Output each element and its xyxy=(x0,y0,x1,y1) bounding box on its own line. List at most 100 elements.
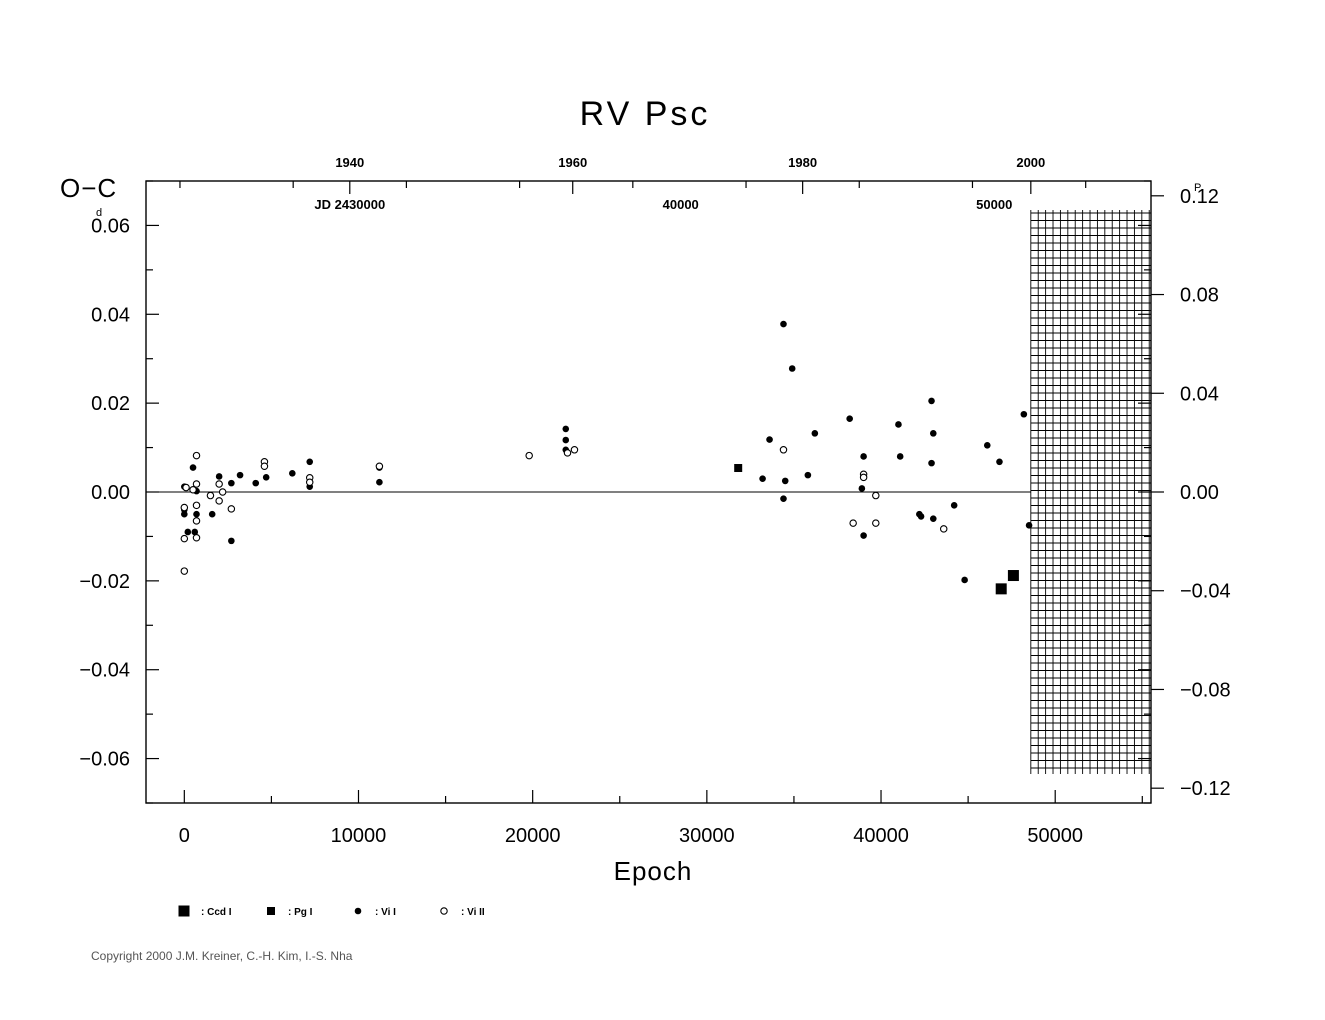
data-point xyxy=(192,534,201,542)
legend-label: : Pg I xyxy=(288,907,313,918)
y-tick-label: 0.00 xyxy=(91,482,130,504)
x-tick-label: 20000 xyxy=(505,825,561,847)
data-point xyxy=(306,458,314,466)
data-point xyxy=(939,525,948,533)
right-axis-unit: P xyxy=(1194,182,1201,194)
data-point xyxy=(570,446,579,454)
data-point xyxy=(562,425,570,433)
data-point xyxy=(289,470,296,477)
legend-label: : Ccd I xyxy=(201,907,232,918)
data-point xyxy=(983,442,991,449)
x-tick-label: 50000 xyxy=(1027,825,1083,847)
year-label: 1960 xyxy=(558,155,587,170)
data-point xyxy=(766,436,773,443)
data-point xyxy=(929,430,937,437)
y-tick-label: 0.06 xyxy=(91,215,130,237)
data-point xyxy=(218,488,227,496)
data-point xyxy=(895,421,902,428)
data-point xyxy=(896,453,904,460)
x-tick-label: 30000 xyxy=(679,825,735,847)
data-point xyxy=(189,486,197,494)
legend-marker xyxy=(354,907,362,915)
data-point xyxy=(872,519,880,527)
y-tick-label: −0.04 xyxy=(79,660,130,682)
data-point xyxy=(208,510,216,518)
data-point xyxy=(227,505,236,513)
data-point xyxy=(859,473,868,482)
data-point xyxy=(375,462,384,470)
data-point xyxy=(804,471,812,479)
data-point xyxy=(780,320,787,328)
data-point xyxy=(780,495,787,502)
data-point xyxy=(996,458,1003,466)
data-point xyxy=(860,453,867,460)
data-point xyxy=(562,436,570,444)
right-tick-label: 0.04 xyxy=(1180,383,1219,405)
data-point xyxy=(860,532,867,539)
legend-label: : Vi I xyxy=(375,907,396,918)
x-tick-label: 0 xyxy=(179,825,190,847)
data-point xyxy=(252,479,260,487)
data-point xyxy=(228,537,235,545)
data-point xyxy=(215,473,223,480)
data-point xyxy=(563,449,572,457)
year-label: 1940 xyxy=(335,155,364,170)
y-tick-label: −0.06 xyxy=(79,749,130,771)
data-point xyxy=(917,513,925,520)
data-point xyxy=(995,583,1007,595)
axis-labels: 0 10000 20000 30000 40000 50000 −0.06 −0.04 −0.0… xyxy=(79,155,1230,847)
legend-marker xyxy=(440,907,448,915)
data-point xyxy=(192,480,201,488)
axis-ticks xyxy=(146,180,1164,804)
data-point xyxy=(1025,522,1033,529)
data-point xyxy=(215,480,223,488)
data-point xyxy=(788,365,796,372)
data-point xyxy=(811,430,819,437)
data-point xyxy=(305,478,314,486)
data-point xyxy=(759,475,766,482)
data-point xyxy=(191,528,199,536)
year-label: 2000 xyxy=(1016,155,1045,170)
y-tick-label: 0.04 xyxy=(91,304,130,326)
copyright-text: Copyright 2000 J.M. Kreiner, C.-H. Kim, … xyxy=(91,949,353,963)
year-label: 1980 xyxy=(788,155,817,170)
y-tick-label: −0.02 xyxy=(79,571,130,593)
hatched-region xyxy=(1030,210,1151,774)
chart-title: RV Psc xyxy=(580,95,711,133)
data-point xyxy=(1020,410,1028,418)
right-tick-label: 0.12 xyxy=(1180,186,1219,208)
data-point xyxy=(189,464,197,471)
data-point xyxy=(180,567,189,575)
x-tick-label: 10000 xyxy=(331,825,387,847)
legend-marker xyxy=(178,905,190,917)
data-point xyxy=(961,576,968,584)
data-point xyxy=(928,459,935,467)
data-point xyxy=(872,491,880,500)
data-point xyxy=(206,491,215,500)
data-point xyxy=(215,497,223,505)
x-tick-label: 40000 xyxy=(853,825,909,847)
data-point xyxy=(193,510,200,518)
data-point xyxy=(858,485,866,492)
x-axis-title: Epoch xyxy=(614,856,693,886)
data-point xyxy=(525,451,533,460)
data-point xyxy=(734,464,743,473)
data-point xyxy=(849,519,857,527)
jd-label: 50000 xyxy=(976,197,1012,212)
data-point xyxy=(184,528,192,536)
right-tick-label: −0.12 xyxy=(1180,778,1231,800)
data-point xyxy=(192,451,201,460)
data-point xyxy=(781,477,789,485)
right-tick-label: −0.04 xyxy=(1180,581,1231,603)
data-point xyxy=(260,462,269,470)
jd-label: 40000 xyxy=(663,197,699,212)
data-point xyxy=(181,510,188,518)
legend: : Ccd I: Pg I: Vi I: Vi II xyxy=(178,905,485,918)
data-point xyxy=(192,517,201,525)
data-point xyxy=(192,501,201,510)
data-point xyxy=(376,478,383,486)
data-point xyxy=(180,503,189,512)
right-tick-label: −0.08 xyxy=(1180,679,1231,701)
data-point xyxy=(180,534,189,543)
